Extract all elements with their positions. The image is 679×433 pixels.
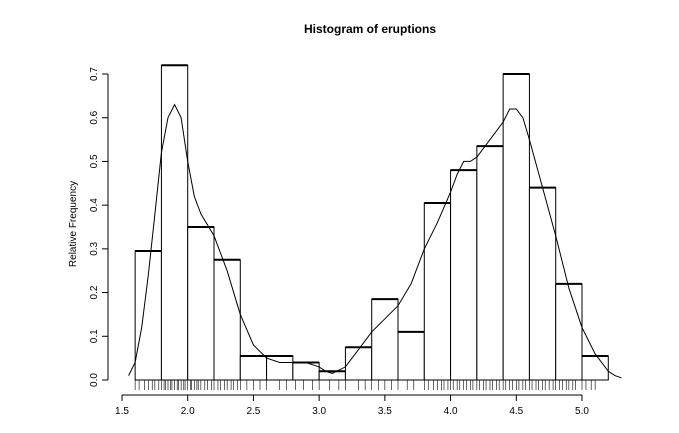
density-curve-group — [128, 103, 622, 379]
rug-marks — [134, 380, 596, 390]
x-tick-label: 4.5 — [509, 406, 523, 417]
y-tick-label: 0.2 — [89, 285, 100, 299]
histogram-bar — [450, 169, 478, 381]
y-tick-label: 0.6 — [89, 110, 100, 124]
histogram-bar — [160, 64, 189, 381]
x-tick-label: 1.5 — [115, 406, 129, 417]
histogram-bar — [187, 226, 215, 381]
histogram-bar — [371, 298, 399, 381]
histogram-bar — [581, 355, 609, 381]
x-tick-label: 5.0 — [575, 406, 589, 417]
histogram-bar — [239, 355, 268, 381]
chart-title: Histogram of eruptions — [304, 22, 436, 36]
histogram-bar — [318, 370, 346, 381]
histogram-bar — [213, 259, 241, 381]
x-axis: 1.5 2.0 2.5 3.0 3.5 4.0 4.5 5.0 — [115, 394, 589, 417]
histogram-bar — [476, 145, 504, 381]
x-tick-label: 3.5 — [378, 406, 392, 417]
x-tick-label: 2.5 — [246, 406, 260, 417]
y-axis-label: Relative Frequency — [68, 181, 79, 267]
y-tick-label: 0.1 — [89, 329, 100, 343]
histogram-bar — [397, 331, 425, 381]
y-tick-label: 0.0 — [89, 373, 100, 387]
x-tick-label: 4.0 — [444, 406, 458, 417]
histogram-bar — [423, 202, 452, 381]
y-axis: 0.0 0.1 0.2 0.3 0.4 0.5 0.6 0.7 — [89, 67, 109, 387]
histogram-bar — [134, 250, 162, 381]
histogram-bar — [528, 187, 557, 381]
density-curve — [128, 103, 622, 379]
y-tick-label: 0.5 — [89, 154, 100, 168]
y-tick-label: 0.7 — [89, 67, 100, 81]
x-tick-label: 2.0 — [181, 406, 195, 417]
histogram-bar — [344, 346, 373, 381]
y-tick-label: 0.3 — [89, 241, 100, 255]
histogram-bars — [134, 64, 609, 381]
y-tick-label: 0.4 — [89, 198, 100, 212]
x-tick-label: 3.0 — [312, 406, 326, 417]
histogram-bar — [502, 73, 530, 381]
histogram-bar — [555, 283, 583, 381]
